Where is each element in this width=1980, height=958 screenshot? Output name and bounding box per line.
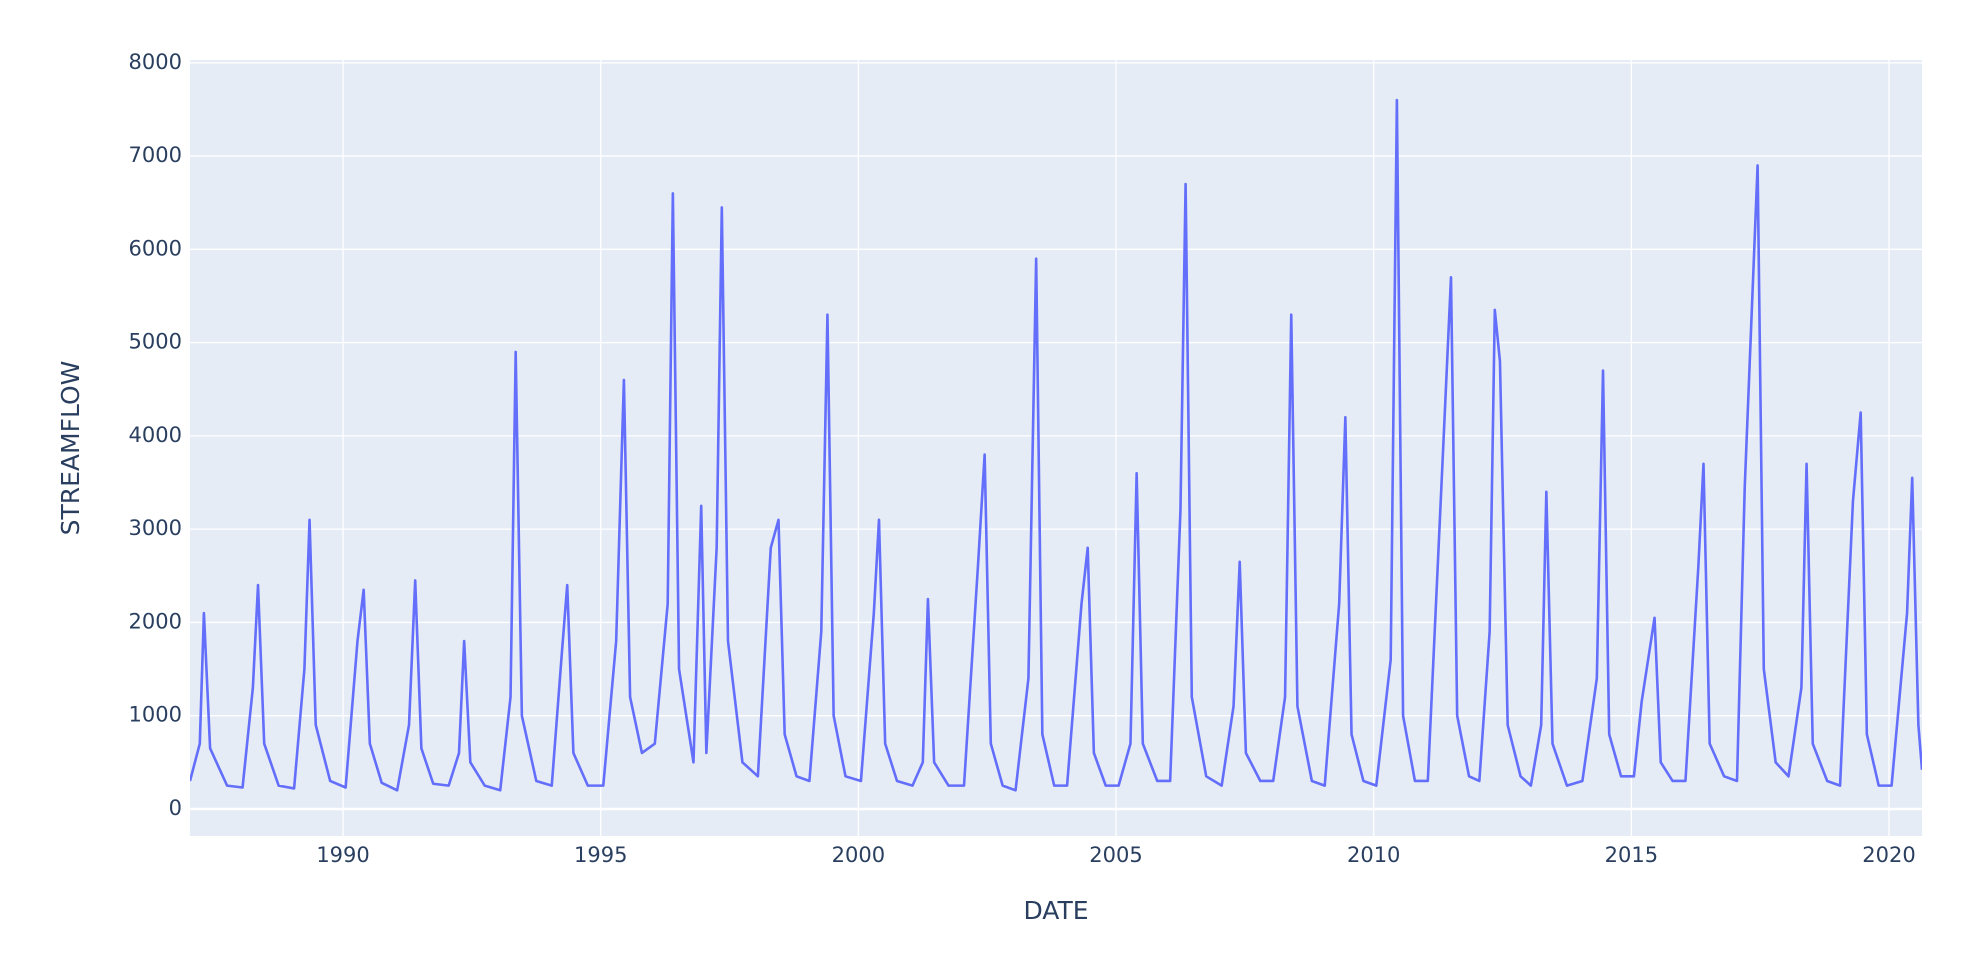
y-tick-label: 0 [169, 796, 182, 820]
x-tick-label: 2015 [1605, 843, 1658, 867]
plot-background [190, 60, 1922, 836]
y-tick-label: 1000 [129, 703, 182, 727]
y-axis-title: STREAMFLOW [56, 361, 85, 536]
y-tick-label: 5000 [129, 330, 182, 354]
x-axis-title: DATE [1023, 896, 1088, 925]
x-tick-label: 1995 [574, 843, 627, 867]
y-tick-label: 8000 [129, 50, 182, 74]
y-tick-label: 2000 [129, 609, 182, 633]
plot-area [190, 98, 1922, 792]
grid [190, 60, 1922, 836]
x-tick-label: 2010 [1347, 843, 1400, 867]
x-tick-label: 2005 [1089, 843, 1142, 867]
line [190, 98, 1922, 792]
y-tick-label: 4000 [129, 423, 182, 447]
y-tick-label: 7000 [129, 143, 182, 167]
y-tick-label: 3000 [129, 516, 182, 540]
y-tick-label: 6000 [129, 236, 182, 260]
x-tick-label: 2020 [1862, 843, 1915, 867]
x-tick-label: 2000 [832, 843, 885, 867]
x-tick-label: 1990 [316, 843, 369, 867]
